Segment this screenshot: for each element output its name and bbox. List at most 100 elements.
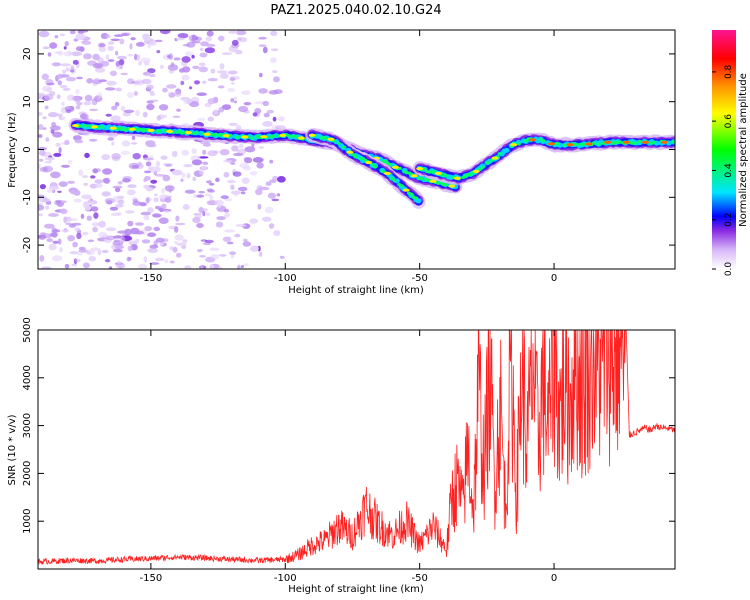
noise-speck <box>38 124 44 131</box>
noise-speck <box>50 171 61 179</box>
ridge-mark <box>194 131 199 135</box>
noise-speck <box>106 200 113 205</box>
noise-speck <box>262 100 270 107</box>
noise-speck <box>266 109 274 114</box>
noise-speck <box>78 246 86 251</box>
noise-speck <box>207 150 218 157</box>
noise-speck <box>176 242 187 246</box>
noise-speck <box>161 188 165 194</box>
ridge-peak <box>392 165 399 169</box>
colorbar-gradient <box>712 30 736 269</box>
noise-speck <box>233 190 239 197</box>
noise-speck <box>164 164 173 167</box>
noise-speck <box>198 206 204 214</box>
noise-speck <box>72 135 82 141</box>
ridge-mark <box>422 167 427 171</box>
noise-speck <box>143 157 155 161</box>
noise-speck <box>67 180 75 184</box>
noise-speck <box>107 41 115 45</box>
noise-speck <box>208 182 215 186</box>
noise-speck <box>206 30 214 37</box>
noise-speck <box>166 84 177 89</box>
noise-speck <box>171 169 183 176</box>
noise-speck <box>133 91 138 96</box>
noise-speck <box>58 116 66 121</box>
ridge-mark <box>388 163 393 167</box>
noise-speck <box>115 50 119 56</box>
ridge-mark <box>582 142 587 146</box>
noise-speck <box>277 116 285 122</box>
noise-speck <box>94 67 106 73</box>
noise-speck <box>67 235 75 242</box>
ridge-mark <box>100 125 105 129</box>
noise-speck <box>206 180 212 184</box>
noise-speck <box>61 101 65 107</box>
noise-speck <box>121 33 130 36</box>
noise-speck <box>119 38 125 45</box>
noise-speck <box>216 216 226 221</box>
ridge-mark <box>497 152 502 156</box>
noise-speck <box>115 87 123 92</box>
noise-speck <box>137 263 147 269</box>
noise-speck <box>189 86 193 90</box>
noise-speck <box>213 109 219 115</box>
noise-speck <box>51 227 58 235</box>
noise-speck <box>181 66 191 73</box>
noise-speck <box>94 63 104 69</box>
ridge-mark <box>370 163 375 167</box>
y-tick-label: -20 <box>22 237 33 253</box>
noise-speck <box>48 243 57 251</box>
noise-speck <box>167 55 171 59</box>
noise-speck <box>135 222 144 226</box>
noise-speck <box>101 154 111 161</box>
noise-speck <box>46 189 55 193</box>
noise-speck <box>98 231 107 238</box>
ridge-mark <box>633 141 637 145</box>
noise-speck <box>159 64 164 69</box>
noise-speck <box>163 114 167 118</box>
noise-speck <box>114 102 120 107</box>
ridge-peak <box>109 126 117 130</box>
noise-speck <box>131 135 136 141</box>
ridge-3 <box>412 132 675 185</box>
noise-speck <box>264 206 274 214</box>
ridge-peak <box>472 169 480 174</box>
noise-speck <box>54 51 61 54</box>
noise-speck <box>269 159 274 164</box>
noise-speck <box>171 150 178 158</box>
noise-speck <box>158 217 169 224</box>
ridge-mark <box>485 161 490 165</box>
noise-speck <box>127 184 137 189</box>
noise-speck <box>202 161 209 165</box>
noise-speck <box>106 80 117 86</box>
noise-speck <box>104 259 111 263</box>
noise-speck <box>227 87 236 93</box>
noise-speck <box>83 53 92 60</box>
noise-speck <box>120 72 128 76</box>
ridge-peak <box>308 133 316 137</box>
noise-speck <box>131 142 138 145</box>
noise-speck <box>217 70 228 74</box>
noise-speck <box>161 203 167 209</box>
noise-speck <box>196 223 204 228</box>
noise-speck <box>75 46 84 52</box>
noise-speck <box>258 251 263 257</box>
ridge-mark <box>414 196 419 200</box>
noise-speck <box>228 30 238 34</box>
noise-speck <box>224 229 236 233</box>
noise-speck <box>74 227 80 232</box>
noise-speck <box>204 239 214 244</box>
noise-speck <box>63 216 67 224</box>
noise-speck <box>154 39 163 43</box>
noise-speck <box>195 194 205 198</box>
ridge-peak <box>383 171 391 175</box>
noise-speck <box>75 33 86 41</box>
noise-speck <box>202 80 207 84</box>
y-tick-label: 2000 <box>22 461 33 486</box>
ridge-peak <box>448 184 456 188</box>
noise-speck <box>263 112 270 118</box>
ridge-mark <box>390 176 394 180</box>
noise-speck <box>141 78 152 85</box>
x-tick-label: -100 <box>274 273 297 284</box>
noise-speck <box>57 80 62 86</box>
